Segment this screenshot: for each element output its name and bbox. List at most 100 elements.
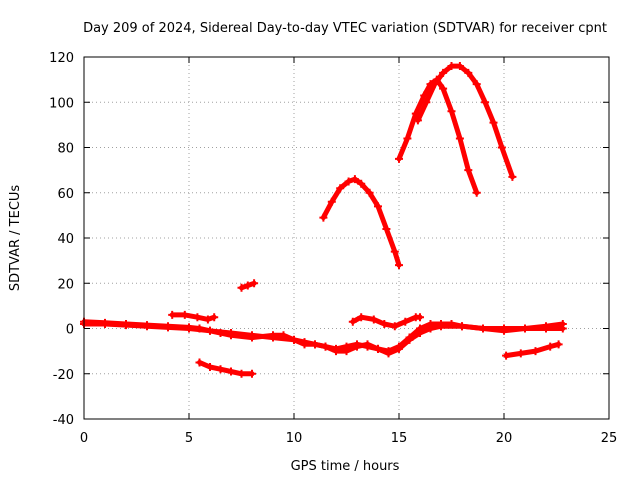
data-point [353, 342, 361, 351]
grid [84, 57, 609, 419]
data-point [203, 315, 212, 324]
y-tick-label: -40 [53, 413, 74, 428]
data-point [521, 324, 529, 333]
data-point [193, 313, 202, 322]
data-point [401, 317, 410, 326]
data-point [395, 154, 403, 163]
data-point [290, 335, 298, 344]
y-tick-label: 100 [49, 96, 74, 111]
series-hump-0410 [168, 310, 219, 324]
data-point [195, 324, 204, 333]
data-point [250, 279, 259, 288]
data-point [168, 310, 177, 319]
data-point [390, 247, 399, 256]
data-point [395, 261, 403, 270]
data-point [413, 116, 422, 125]
data-point [216, 365, 225, 374]
data-point [439, 68, 448, 77]
data-point [248, 369, 256, 378]
data-point [206, 326, 214, 335]
data-point [542, 322, 550, 331]
data-point [336, 184, 345, 193]
series-line [415, 63, 515, 180]
x-tick-label: 5 [185, 431, 193, 446]
data-point [500, 326, 508, 335]
data-point [439, 84, 448, 93]
data-point [164, 322, 172, 331]
data-point [327, 197, 336, 206]
data-point [321, 342, 330, 351]
data-point [227, 331, 235, 340]
x-axis-label: GPS time / hours [291, 459, 400, 474]
data-point [374, 344, 382, 353]
series-arc-1621 [413, 62, 517, 181]
data-point [227, 367, 235, 376]
data-point [481, 98, 490, 107]
data-point [311, 340, 319, 349]
data-point [348, 317, 357, 326]
data-point [248, 333, 256, 342]
ticks: 0 5 10 15 20 25 -40 -20 0 20 40 60 80 100 120 [49, 51, 617, 446]
data-point [508, 172, 517, 181]
data-point [546, 342, 555, 351]
data-point [502, 351, 511, 360]
data-point [185, 323, 193, 332]
data-point [180, 310, 189, 319]
data-point [344, 177, 353, 186]
data-point [365, 188, 374, 197]
data-point [472, 188, 481, 197]
data-point [395, 344, 403, 353]
data-point [122, 319, 130, 328]
series-line [81, 319, 566, 356]
data-point [243, 281, 252, 290]
y-tick-label: 80 [57, 142, 74, 157]
data-point [206, 362, 214, 371]
data-point [437, 322, 445, 331]
data-point [430, 80, 439, 89]
series-arc-1115 [319, 175, 403, 270]
data-point [472, 80, 481, 89]
data-point [210, 313, 219, 322]
data-point [554, 340, 563, 349]
plot-frame [83, 56, 610, 420]
x-tick-label: 25 [601, 431, 618, 446]
data-point [558, 319, 567, 328]
data-point [422, 98, 431, 107]
y-tick-label: 60 [57, 187, 74, 202]
data-point [384, 349, 393, 358]
data-point [374, 202, 382, 211]
series-arc-1519 [395, 75, 481, 197]
data-point [464, 166, 473, 175]
data-point [516, 349, 525, 358]
data-point [455, 62, 464, 71]
series-group [80, 62, 567, 378]
data-point [479, 324, 487, 333]
data-point [237, 369, 246, 378]
data-point [101, 318, 109, 327]
y-tick-label: 20 [57, 277, 74, 292]
y-tick-label: 0 [66, 323, 74, 338]
data-point [237, 283, 246, 292]
data-point [447, 62, 456, 71]
series-line [197, 359, 255, 377]
data-point [455, 134, 464, 143]
series-baseline-b [80, 317, 567, 358]
data-point [195, 358, 204, 367]
data-point [332, 347, 340, 356]
data-point [350, 175, 359, 184]
series-neg-0508 [195, 358, 256, 378]
y-axis-label: SDTVAR / TECUs [8, 185, 23, 292]
data-point [531, 347, 540, 356]
data-point [447, 107, 456, 116]
data-point [405, 335, 414, 344]
x-tick-label: 10 [286, 431, 303, 446]
data-point [319, 213, 328, 222]
data-point [416, 313, 424, 322]
data-point [279, 331, 288, 340]
x-tick-label: 0 [80, 431, 88, 446]
series-seg-1216 [348, 313, 424, 331]
data-point [380, 319, 389, 328]
data-point [390, 322, 399, 331]
data-point [369, 315, 378, 324]
y-tick-label: 120 [49, 51, 74, 66]
